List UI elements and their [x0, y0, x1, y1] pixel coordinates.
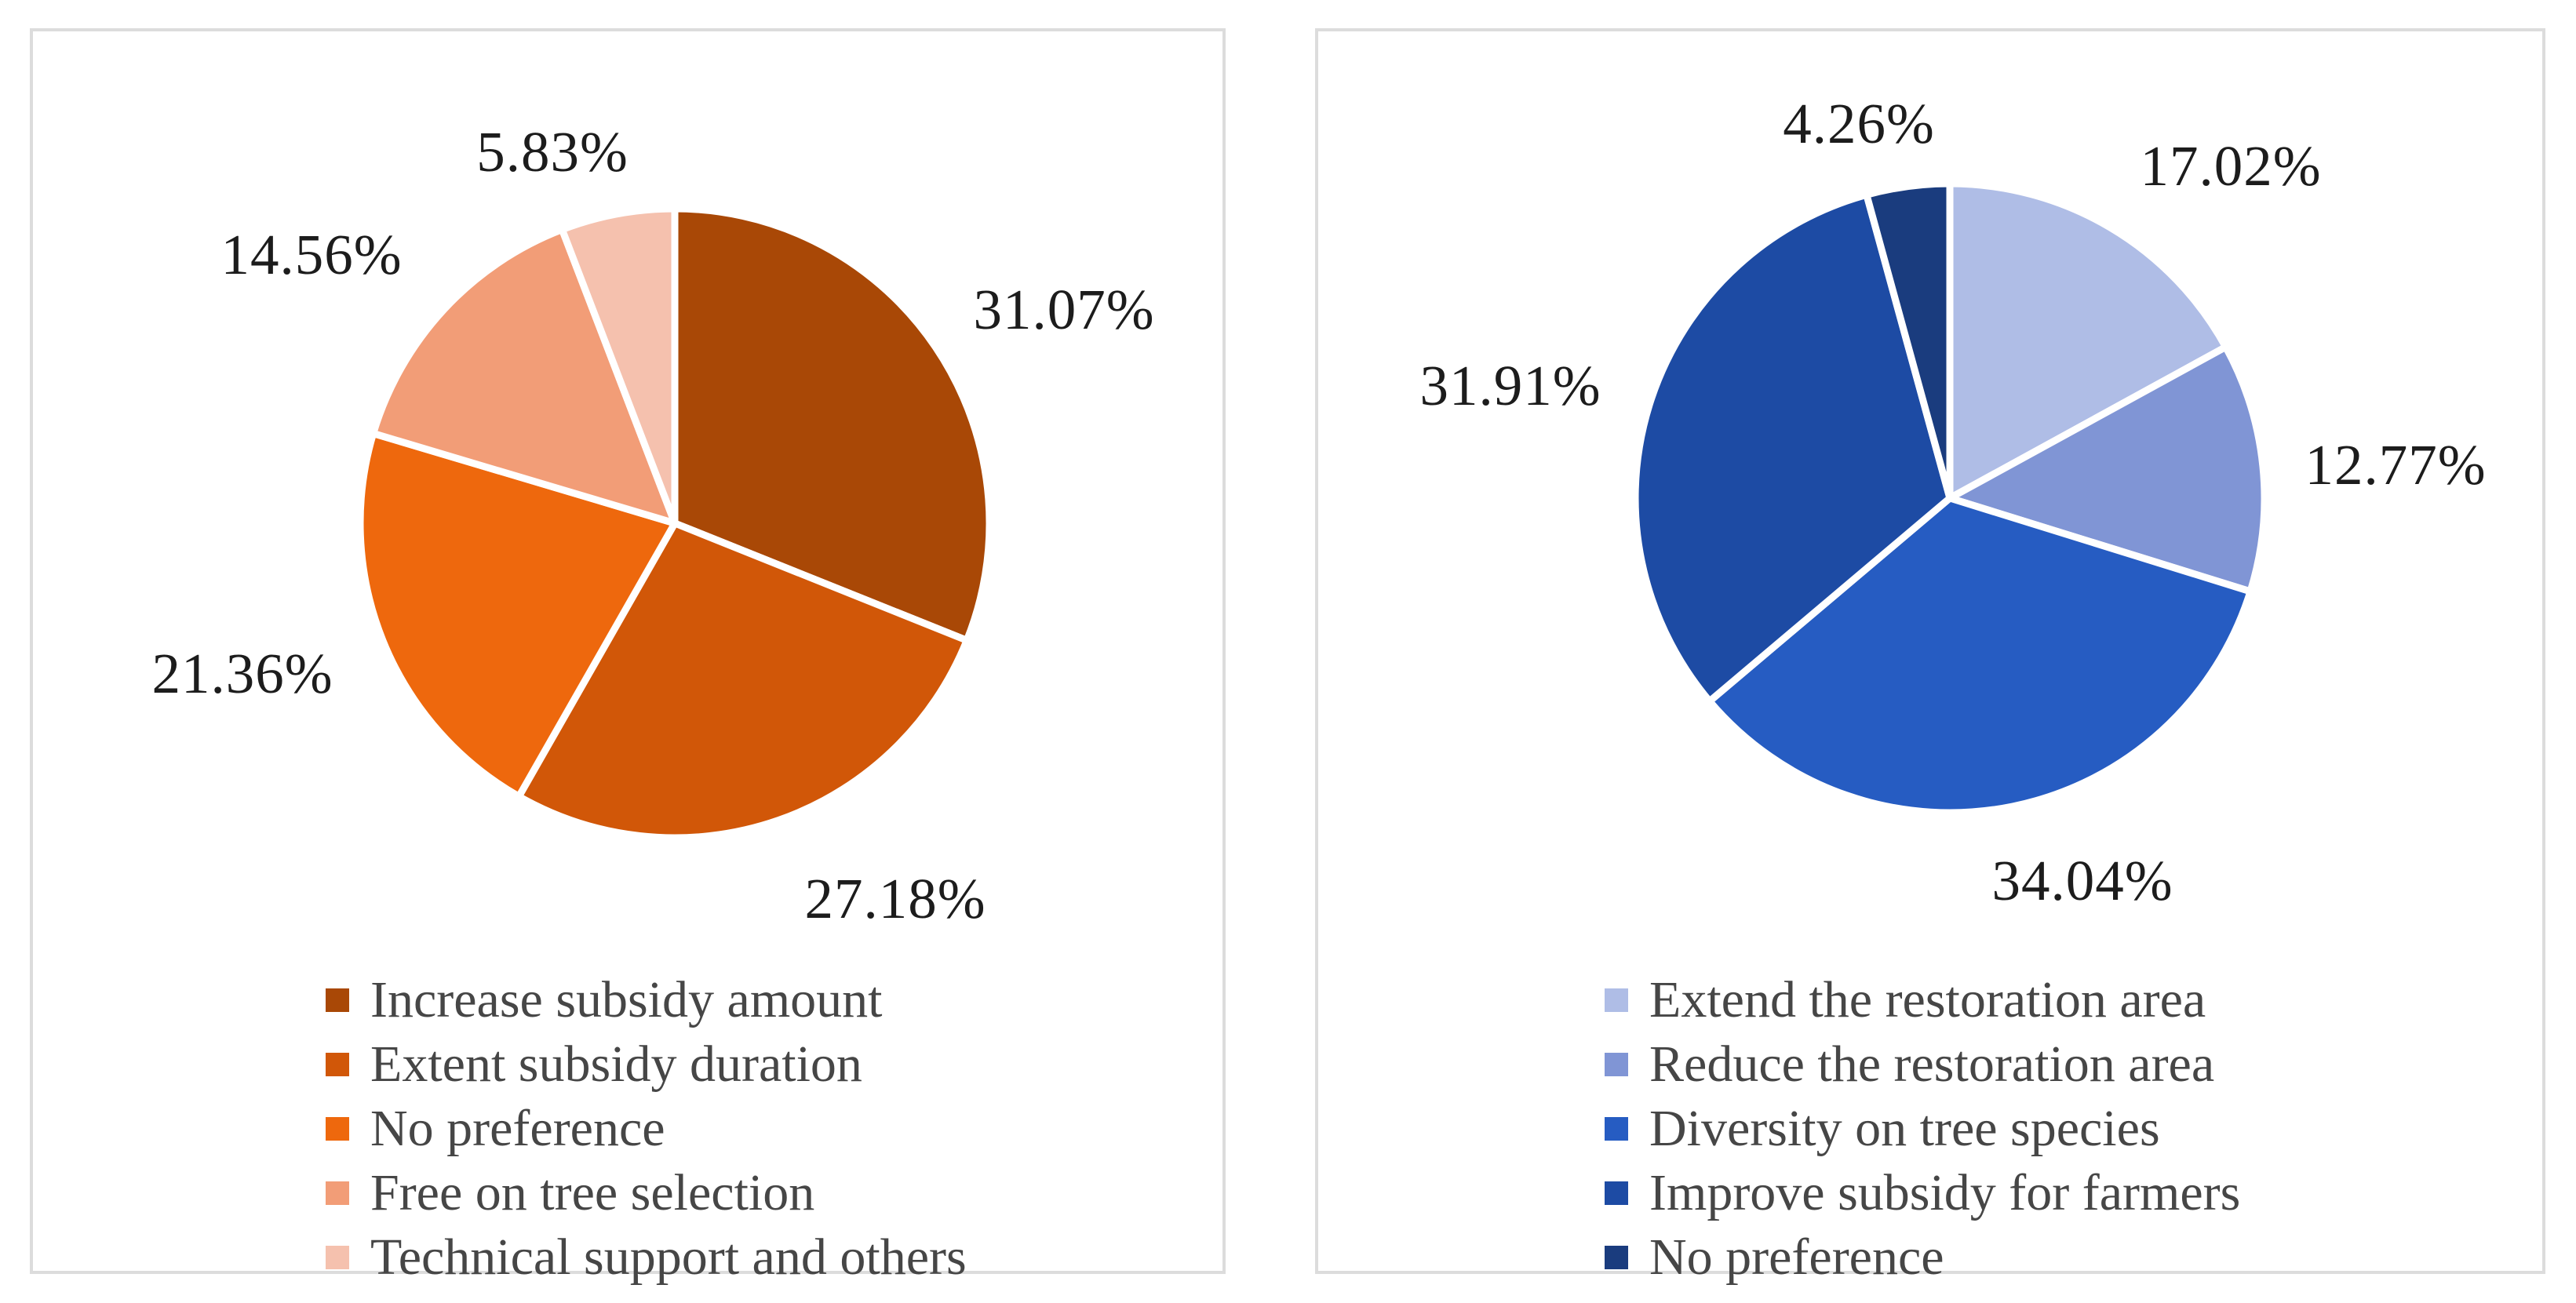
percent-label: 31.91%: [1419, 354, 1601, 417]
legend-marker: [1605, 1117, 1628, 1141]
legend-item: Free on tree selection: [326, 1161, 967, 1225]
percent-label: 5.83%: [476, 120, 629, 184]
pie-slice-diversity-on-tree-species: [1706, 494, 2254, 817]
legend-label: Technical support and others: [370, 1228, 967, 1286]
legend-item: No preference: [1605, 1225, 2240, 1290]
pie-chart-right: [1631, 180, 2268, 817]
legend-label: Reduce the restoration area: [1649, 1035, 2215, 1093]
chart-panel-left: 31.07% 27.18% 21.36% 14.56% 5.83% Increase s…: [30, 28, 1226, 1283]
legend-label: Improve subsidy for farmers: [1649, 1164, 2241, 1221]
chart-panel-right: 17.02% 12.77% 34.04% 31.91% 4.26% Extend the…: [1315, 28, 2545, 1283]
percent-label: 12.77%: [2305, 433, 2487, 497]
legend-item: Increase subsidy amount: [326, 968, 967, 1032]
legend-label: Extent subsidy duration: [370, 1035, 862, 1093]
legend-marker: [326, 988, 349, 1012]
percent-label: 34.04%: [1991, 849, 2173, 912]
legend-left: Increase subsidy amount Extent subsidy du…: [326, 968, 967, 1290]
legend-marker: [1605, 1053, 1628, 1076]
percent-label: 27.18%: [804, 867, 986, 930]
legend-marker: [1605, 1181, 1628, 1205]
percent-label: 21.36%: [151, 642, 333, 705]
legend-label: Diversity on tree species: [1649, 1100, 2160, 1157]
legend-label: No preference: [370, 1100, 665, 1157]
legend-item: Technical support and others: [326, 1225, 967, 1290]
pie-chart-left: [356, 205, 993, 842]
pie-slice-extend-the-restoration-area: [1946, 180, 2230, 502]
legend-marker: [326, 1181, 349, 1205]
pie-slice-technical-support-and-others: [558, 205, 679, 527]
legend-item: Extent subsidy duration: [326, 1032, 967, 1097]
legend-item: Improve subsidy for farmers: [1605, 1161, 2240, 1225]
legend-label: Extend the restoration area: [1649, 971, 2206, 1028]
legend-marker: [326, 1053, 349, 1076]
percent-label: 14.56%: [220, 223, 403, 286]
pie-slice-improve-subsidy-for-farmers: [1631, 191, 1954, 705]
percent-label: 17.02%: [2140, 134, 2322, 198]
legend-right: Extend the restoration area Reduce the re…: [1605, 968, 2240, 1290]
pie-slice-free-on-tree-selection: [370, 226, 679, 527]
legend-marker: [326, 1246, 349, 1269]
pie-slice-increase-subsidy-amount: [671, 205, 993, 644]
legend-label: No preference: [1649, 1228, 1944, 1286]
legend-label: Free on tree selection: [370, 1164, 815, 1221]
legend-label: Increase subsidy amount: [370, 971, 883, 1028]
percent-label: 31.07%: [973, 278, 1155, 341]
percent-label: 4.26%: [1783, 92, 1935, 155]
pie-slice-no-preference: [1863, 180, 1954, 502]
legend-item: Reduce the restoration area: [1605, 1032, 2240, 1097]
pie-slice-no-preference: [356, 430, 679, 800]
legend-item: No preference: [326, 1097, 967, 1161]
pie-slice-reduce-the-restoration-area: [1946, 343, 2268, 595]
legend-item: Diversity on tree species: [1605, 1097, 2240, 1161]
legend-marker: [1605, 1246, 1628, 1269]
legend-marker: [1605, 988, 1628, 1012]
legend-item: Extend the restoration area: [1605, 968, 2240, 1032]
legend-marker: [326, 1117, 349, 1141]
